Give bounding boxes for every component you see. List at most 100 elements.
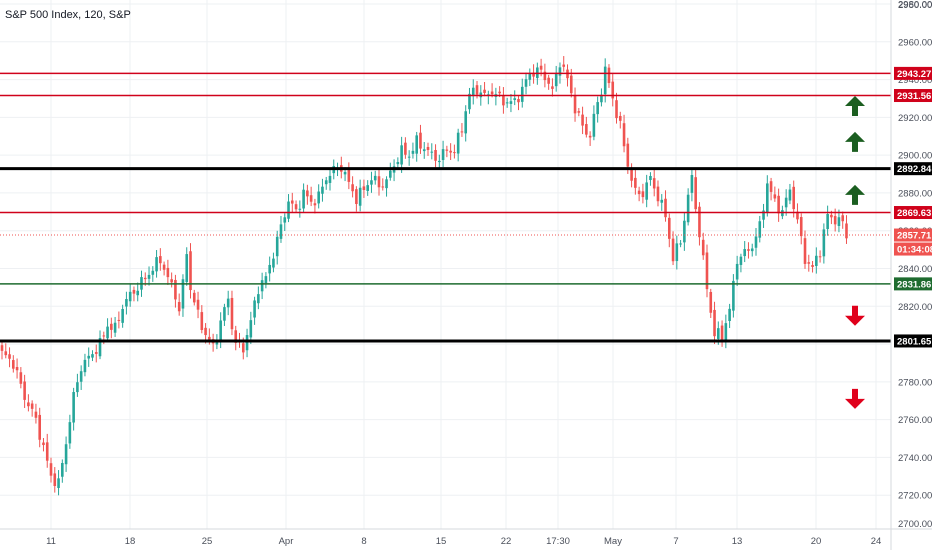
candle-body [588,135,592,138]
candle-body [554,72,558,87]
candle-body [660,199,664,203]
candle-body [683,220,686,243]
candle-body [826,214,829,230]
candle-body [407,156,411,158]
x-tick-label: 22 [501,536,512,547]
candle-body [136,290,140,296]
y-tick-label: 2720.00 [898,491,932,502]
candle-body [422,149,426,152]
x-tick-label: 18 [125,536,136,547]
candle-body [226,298,230,308]
last-price-tag [894,228,932,242]
candle-body [517,99,520,103]
candle-body [830,214,833,218]
candle-body [30,403,34,409]
candle-body [0,345,4,351]
candle-body [667,217,671,239]
candle-body [317,191,320,204]
candle-body [803,238,807,264]
candle-body [208,336,211,341]
level-lines [0,72,891,343]
arrow-up-icon [845,131,865,152]
candle-body [404,142,407,155]
candle-body [12,360,15,369]
candle-body [385,179,388,189]
candle-body [358,187,362,206]
candle-body [569,75,573,94]
candle-body [366,185,369,191]
arrow-up-icon [845,96,865,117]
candle-body [603,66,607,95]
x-tick-label: 25 [202,536,213,547]
candle-body [573,95,577,114]
candle-body [128,291,132,302]
candle-body [27,402,30,407]
candle-body [762,210,765,220]
candle-body [370,180,373,185]
candle-body [8,354,11,359]
candle-body [411,150,415,154]
candle-body [524,79,528,87]
candle-body [151,270,155,275]
candle-body [94,352,98,354]
candle-body [275,236,279,257]
candle-body [750,248,754,252]
candle-body [215,340,219,345]
candle-body [302,189,305,209]
candle-body [788,189,792,201]
y-tick-label-top: 2950.00 [898,0,932,11]
candle-body [204,327,207,336]
candle-body [121,309,124,323]
candle-body [253,300,256,318]
x-tick-label: 11 [46,536,56,547]
candle-body [102,335,106,337]
candle-body [328,175,332,183]
candle-body [618,115,622,121]
x-tick-label: 8 [361,536,366,547]
candle-body [505,102,509,104]
level-price-tag-label: 2831.86 [897,279,931,290]
candle-body [177,302,181,312]
candle-body [377,176,381,188]
candle-body [166,267,170,278]
candle-body [249,320,253,338]
candle-body [713,309,716,337]
y-tick-label: 2760.00 [898,415,932,426]
price-tags: 2943.27 2931.56 2892.84 2869.63 2831.86 2801.… [894,66,932,348]
candle-body [294,204,298,210]
countdown-tag [894,242,932,256]
candle-body [600,94,603,103]
candle-body [76,382,79,393]
candle-body [739,256,743,265]
candle-body [106,326,109,339]
candle-body [698,206,701,238]
candle-body [23,381,26,400]
candle-body [117,319,121,321]
candle-body [679,243,682,245]
candle-body [260,280,264,292]
candle-body [441,149,445,161]
candle-body [355,189,358,204]
candle-body [362,186,366,191]
candle-body [720,325,724,340]
candle-body [91,354,94,358]
candle-body [649,175,652,181]
candle-body [426,146,430,150]
level-price-tag [894,89,932,103]
countdown-label: 01:34:08 [897,245,932,256]
candle-body [57,478,60,488]
candle-body [456,132,460,154]
candle-body [822,229,826,257]
level-price-tag [894,162,932,176]
candle-body [415,135,418,154]
candle-body [434,150,437,161]
candle-body [68,422,72,444]
candle-body [547,77,550,84]
candle-body [396,162,400,165]
candle-body [83,359,87,373]
candle-body [241,343,245,353]
candle-body [460,131,464,133]
candle-body [815,255,818,266]
y-tick-label: 2820.00 [898,302,932,313]
